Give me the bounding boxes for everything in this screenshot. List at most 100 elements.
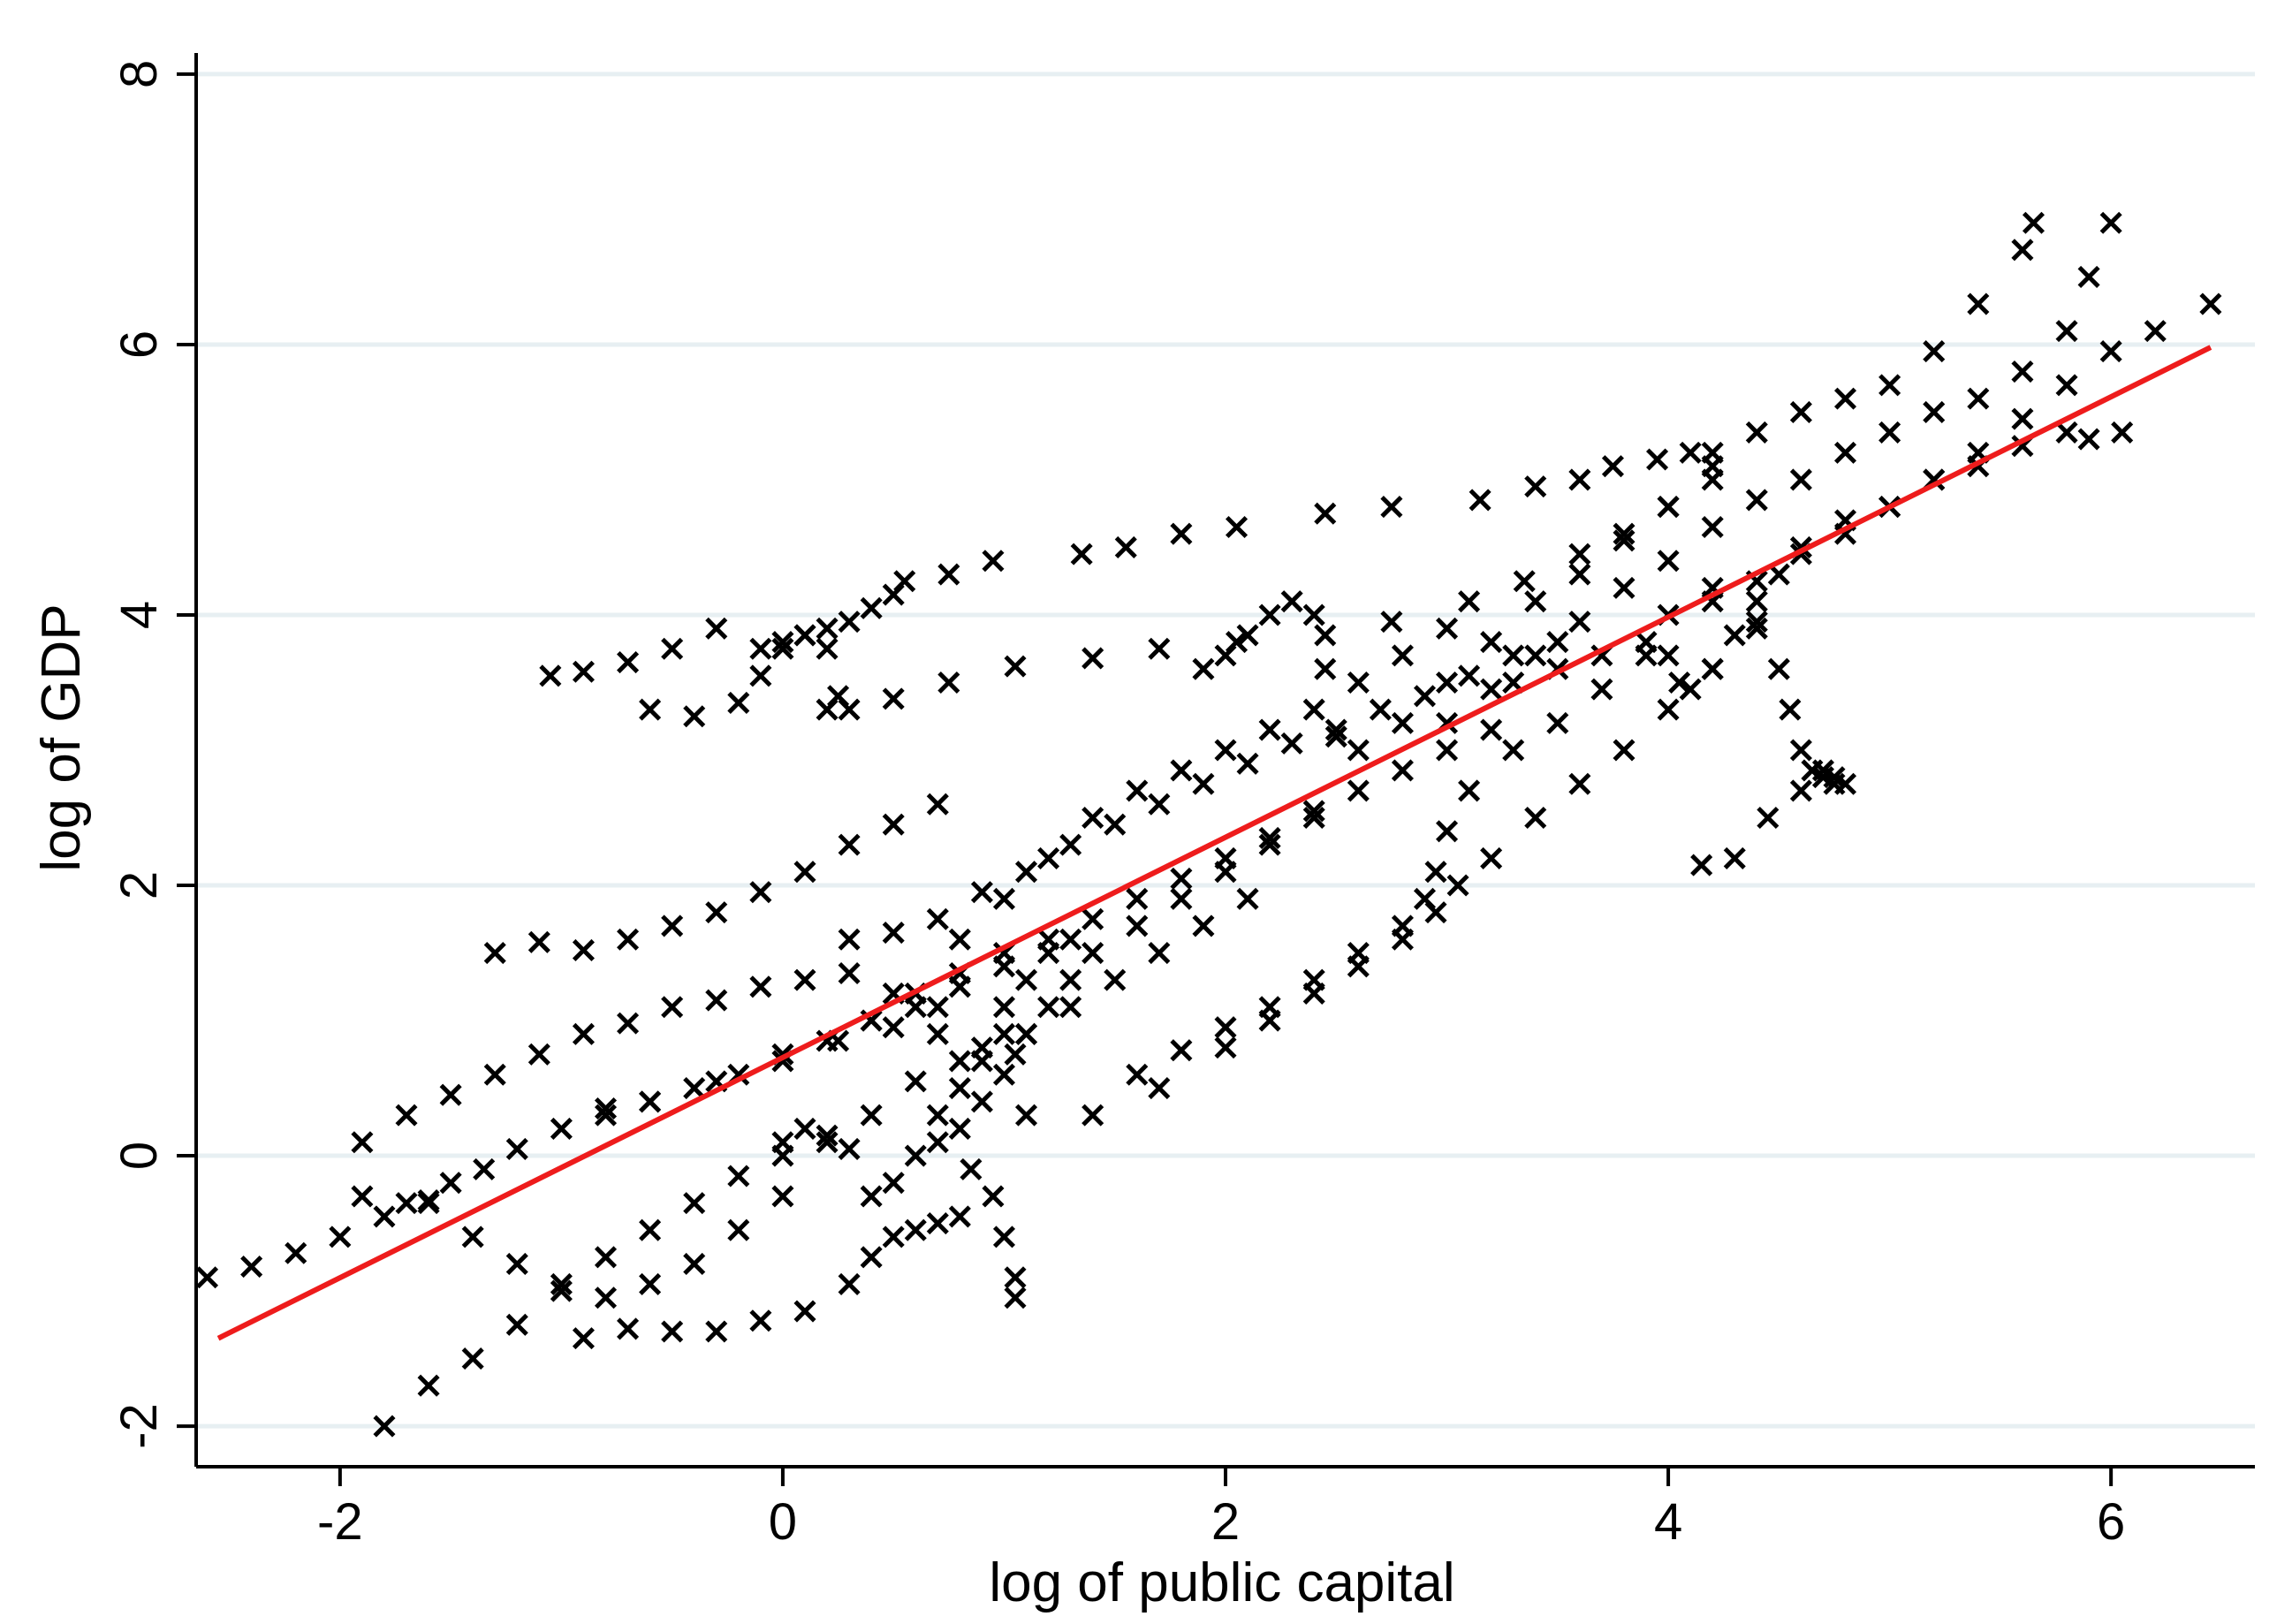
data-point — [572, 938, 595, 962]
data-point — [1170, 759, 1193, 782]
data-point — [1458, 779, 1481, 802]
data-point — [1126, 887, 1149, 910]
data-point — [1613, 739, 1636, 762]
data-point — [1014, 1022, 1038, 1045]
data-point — [1745, 611, 1768, 634]
data-point — [1613, 522, 1636, 545]
y-tick-label: 0 — [110, 1142, 168, 1170]
data-point — [1436, 671, 1459, 694]
x-tick-label: 6 — [2097, 1493, 2125, 1551]
data-point — [948, 1117, 971, 1140]
data-point — [1104, 968, 1127, 991]
data-point — [1014, 861, 1038, 884]
data-point — [1148, 941, 1171, 965]
data-point — [1767, 563, 1790, 586]
data-point — [539, 664, 562, 687]
data-point — [1258, 826, 1281, 849]
data-point — [904, 1218, 927, 1241]
data-point — [505, 1252, 528, 1276]
data-point — [948, 975, 971, 998]
data-point — [439, 1172, 462, 1195]
data-point — [572, 1327, 595, 1350]
data-point — [793, 624, 816, 647]
data-point — [2077, 428, 2100, 451]
data-point — [639, 698, 662, 721]
data-point — [1413, 685, 1437, 708]
data-point — [1436, 617, 1459, 640]
data-point — [2199, 292, 2222, 315]
data-point — [860, 1104, 883, 1127]
data-point — [1590, 678, 1613, 701]
data-point — [1779, 698, 1802, 721]
data-point — [2111, 421, 2134, 444]
data-point — [528, 930, 550, 953]
data-point — [417, 1192, 440, 1215]
data-point — [1723, 624, 1746, 647]
data-point — [1148, 1077, 1171, 1100]
data-point — [1480, 678, 1503, 701]
data-point — [1082, 1104, 1104, 1127]
data-point — [639, 1218, 662, 1241]
data-point — [1214, 739, 1237, 762]
data-point — [860, 1246, 883, 1269]
data-point — [948, 1050, 971, 1073]
data-point — [1436, 820, 1459, 843]
data-point — [1004, 1266, 1027, 1289]
data-point — [1524, 644, 1547, 667]
data-point — [1059, 968, 1082, 991]
data-point — [926, 1022, 949, 1045]
data-point — [1192, 772, 1215, 795]
data-point — [816, 1124, 839, 1147]
data-point — [970, 1050, 993, 1073]
data-point — [926, 1212, 949, 1235]
data-point — [1923, 400, 1946, 423]
data-point — [1789, 779, 1812, 802]
data-point — [1104, 813, 1127, 836]
data-point — [1480, 718, 1503, 741]
data-point — [1723, 846, 1746, 869]
y-tick-label: 6 — [110, 330, 168, 359]
data-point — [749, 1309, 772, 1332]
data-point — [926, 1104, 949, 1127]
data-point — [1380, 611, 1403, 634]
data-point — [705, 989, 728, 1012]
data-point — [727, 1165, 750, 1188]
data-point — [1302, 806, 1325, 830]
data-point — [1657, 698, 1680, 721]
data-point — [417, 1374, 440, 1397]
data-point — [1568, 772, 1591, 795]
data-point — [970, 881, 993, 904]
data-point — [617, 1012, 640, 1035]
data-point — [1070, 543, 1093, 565]
data-point — [1236, 624, 1259, 647]
data-point — [1767, 657, 1790, 680]
data-point — [1059, 928, 1082, 951]
data-point — [727, 691, 750, 714]
data-point — [1923, 340, 1946, 363]
data-point — [1458, 590, 1481, 613]
data-point — [838, 961, 861, 985]
data-point — [661, 637, 684, 660]
data-point — [793, 968, 816, 991]
data-point — [1458, 664, 1481, 687]
data-point — [1314, 502, 1337, 525]
data-point — [948, 1205, 971, 1228]
data-point — [661, 1320, 684, 1343]
grid-lines — [196, 72, 2255, 1429]
data-point — [937, 563, 960, 586]
data-point — [960, 1157, 983, 1180]
data-point — [1192, 914, 1215, 937]
y-axis-title: log of GDP — [31, 603, 92, 871]
data-point — [1082, 941, 1104, 965]
data-point — [1524, 590, 1547, 613]
data-point — [1014, 1104, 1038, 1127]
data-point — [992, 955, 1015, 978]
data-point — [749, 881, 772, 904]
data-point — [904, 1070, 927, 1093]
data-point — [1258, 603, 1281, 626]
data-point — [982, 1185, 1005, 1208]
data-point — [1214, 1036, 1237, 1059]
data-point — [992, 887, 1015, 910]
data-point — [329, 1226, 352, 1248]
